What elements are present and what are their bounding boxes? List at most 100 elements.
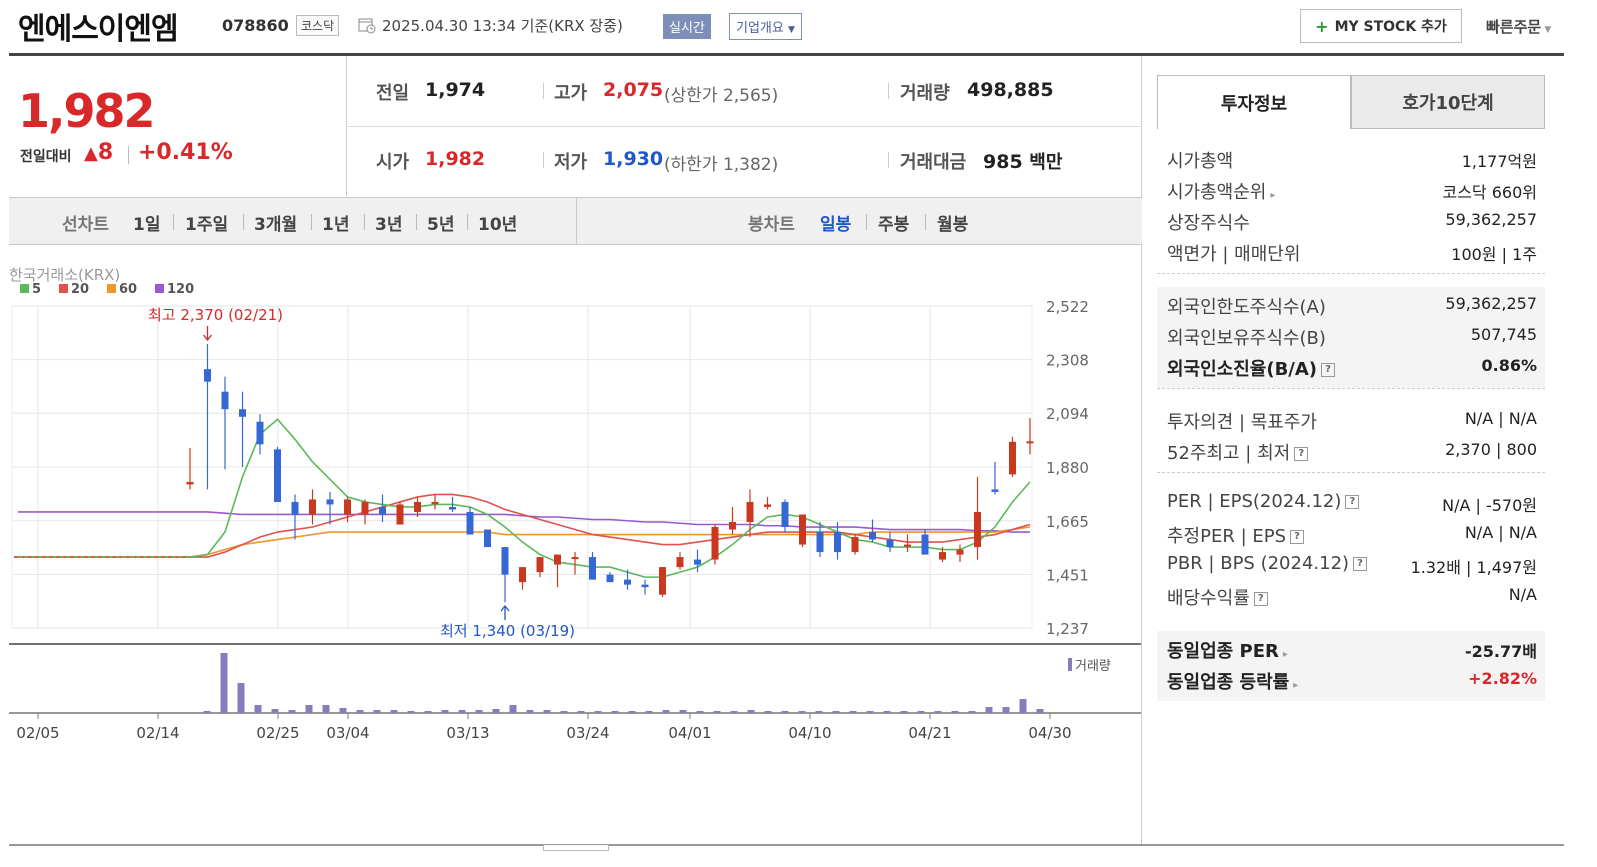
diff-percent: +0.41% <box>138 140 233 165</box>
tab-investment-info[interactable]: 투자정보 <box>1157 75 1351 129</box>
info-label: 시가총액순위 ▸ <box>1167 182 1276 203</box>
help-icon[interactable]: ? <box>1290 530 1305 544</box>
tab-orderbook-10[interactable]: 호가10단계 <box>1351 75 1545 129</box>
info-value-text: 59,362,257 <box>1445 210 1537 229</box>
help-icon[interactable]: ? <box>1353 557 1368 571</box>
candle-body <box>309 499 316 515</box>
realtime-button[interactable]: 실시간 <box>663 14 711 39</box>
candle-body <box>886 539 894 548</box>
help-icon[interactable]: ? <box>1253 592 1268 606</box>
candle-body <box>746 501 754 523</box>
scroll-handle[interactable] <box>543 845 609 851</box>
y-tick-label: 1,451 <box>1046 566 1089 584</box>
candle-body <box>204 369 211 382</box>
volume-bar <box>934 711 942 713</box>
candle-body <box>904 544 911 547</box>
candle-body <box>274 449 281 502</box>
x-tick-label: 02/25 <box>256 724 299 742</box>
info-value: 1.32배 | 1,497원 <box>1411 554 1537 578</box>
info-value: 코스닥 660위 <box>1442 179 1537 203</box>
info-label: PER | EPS(2024.12)? <box>1167 491 1360 512</box>
candle-body <box>239 409 246 417</box>
x-axis-ticks: 02/05 02/14 02/25 03/04 03/13 03/24 04/01 04/10… <box>16 713 1072 742</box>
high-value: 2,075 <box>603 79 664 101</box>
info-value: N/A | N/A <box>1465 409 1537 428</box>
candle-body <box>921 534 929 555</box>
tab-period-5y[interactable]: 5년 <box>427 215 455 235</box>
price-chart: 한국거래소(KRX) 5 20 60 120 2,522 2,308 2,094 1,880… <box>9 266 1141 742</box>
candle-body <box>449 506 456 510</box>
chevron-right-icon: ▸ <box>1270 190 1276 201</box>
volume-bar <box>747 710 755 713</box>
divider <box>866 214 867 230</box>
info-value: +2.82% <box>1468 669 1537 688</box>
tab-line-chart[interactable]: 선차트 <box>62 215 109 235</box>
candle-series <box>186 344 1034 603</box>
info-value: N/A | N/A <box>1465 523 1537 542</box>
tab-candle-chart[interactable]: 봉차트 <box>748 215 795 235</box>
chart-grid: 2,522 2,308 2,094 1,880 1,665 1,451 1,237 <box>9 298 1141 714</box>
volume-bar <box>611 711 619 713</box>
tab-period-3m[interactable]: 3개월 <box>254 215 298 235</box>
volume-bar <box>628 711 636 713</box>
legend-swatch <box>155 284 164 293</box>
info-label: 시가총액 <box>1167 151 1234 172</box>
tab-period-1y[interactable]: 1년 <box>322 215 350 235</box>
market-badge: 코스닥 <box>296 15 340 36</box>
tab-weekly[interactable]: 주봉 <box>878 215 910 235</box>
company-info-dropdown[interactable]: 기업개요 ▼ <box>729 13 802 40</box>
volume-bar <box>662 710 670 713</box>
volume-bar <box>696 711 704 713</box>
volume-bar <box>832 711 840 713</box>
info-value-text: -25.77배 <box>1465 642 1537 661</box>
info-label: 52주최고 | 최저? <box>1167 439 1309 465</box>
info-label: 동일업종 PER ▸ <box>1167 641 1288 662</box>
info-value-text: 1,177 <box>1461 152 1508 171</box>
volume-bar <box>322 705 330 713</box>
legend-swatch <box>107 284 116 293</box>
help-icon[interactable]: ? <box>1345 495 1360 509</box>
info-label: 추정PER | EPS? <box>1167 522 1305 548</box>
candle-body <box>431 501 439 504</box>
candle-body <box>624 579 631 585</box>
candle-body <box>939 552 946 560</box>
volume-bar <box>254 705 262 713</box>
info-value-unit: 억원 <box>1507 152 1537 171</box>
candle-body <box>676 557 684 568</box>
help-icon[interactable]: ? <box>1321 363 1336 377</box>
divider <box>173 214 174 230</box>
info-value: 507,745 <box>1471 325 1537 344</box>
help-icon[interactable]: ? <box>1294 447 1309 461</box>
candle-body <box>589 557 596 580</box>
info-label: 외국인한도주식수(A) <box>1167 297 1326 318</box>
dashed-divider <box>1157 273 1545 274</box>
candle-body <box>1009 441 1016 475</box>
tab-period-1w[interactable]: 1주일 <box>185 215 229 235</box>
volume-bar <box>1036 709 1044 713</box>
tab-monthly[interactable]: 월봉 <box>937 215 969 235</box>
ma-line-20 <box>14 493 1031 558</box>
quick-order-button[interactable]: 빠른주문 ▼ <box>1486 16 1551 37</box>
tab-period-3y[interactable]: 3년 <box>375 215 403 235</box>
quote-datetime: 2025.04.30 13:34 기준(KRX 장중) <box>382 15 623 36</box>
volume-bar <box>594 711 602 713</box>
volume-bar <box>560 711 568 713</box>
x-tick-label: 03/24 <box>566 724 609 742</box>
candle-body <box>694 559 701 565</box>
tab-period-10y[interactable]: 10년 <box>478 215 518 235</box>
y-tick-label: 2,522 <box>1046 298 1089 316</box>
volume-bar <box>679 710 687 713</box>
volume-bar <box>951 711 959 713</box>
high-annotation: 최고 2,370 (02/21) <box>148 306 283 324</box>
volume-bar <box>543 710 551 713</box>
tab-daily[interactable]: 일봉 <box>820 215 852 235</box>
add-my-stock-button[interactable]: + MY STOCK 추가 <box>1300 9 1462 43</box>
tab-period-1d[interactable]: 1일 <box>133 215 161 235</box>
info-label: 투자의견 | 목표주가 <box>1167 412 1317 433</box>
volume-bar <box>985 707 993 713</box>
info-label: PBR | BPS (2024.12)? <box>1167 553 1368 574</box>
volume-label: 거래량 <box>900 83 950 104</box>
volume-bar <box>475 710 483 713</box>
candle-body <box>571 557 579 560</box>
info-label: 외국인소진율(B/A)? <box>1167 355 1336 381</box>
